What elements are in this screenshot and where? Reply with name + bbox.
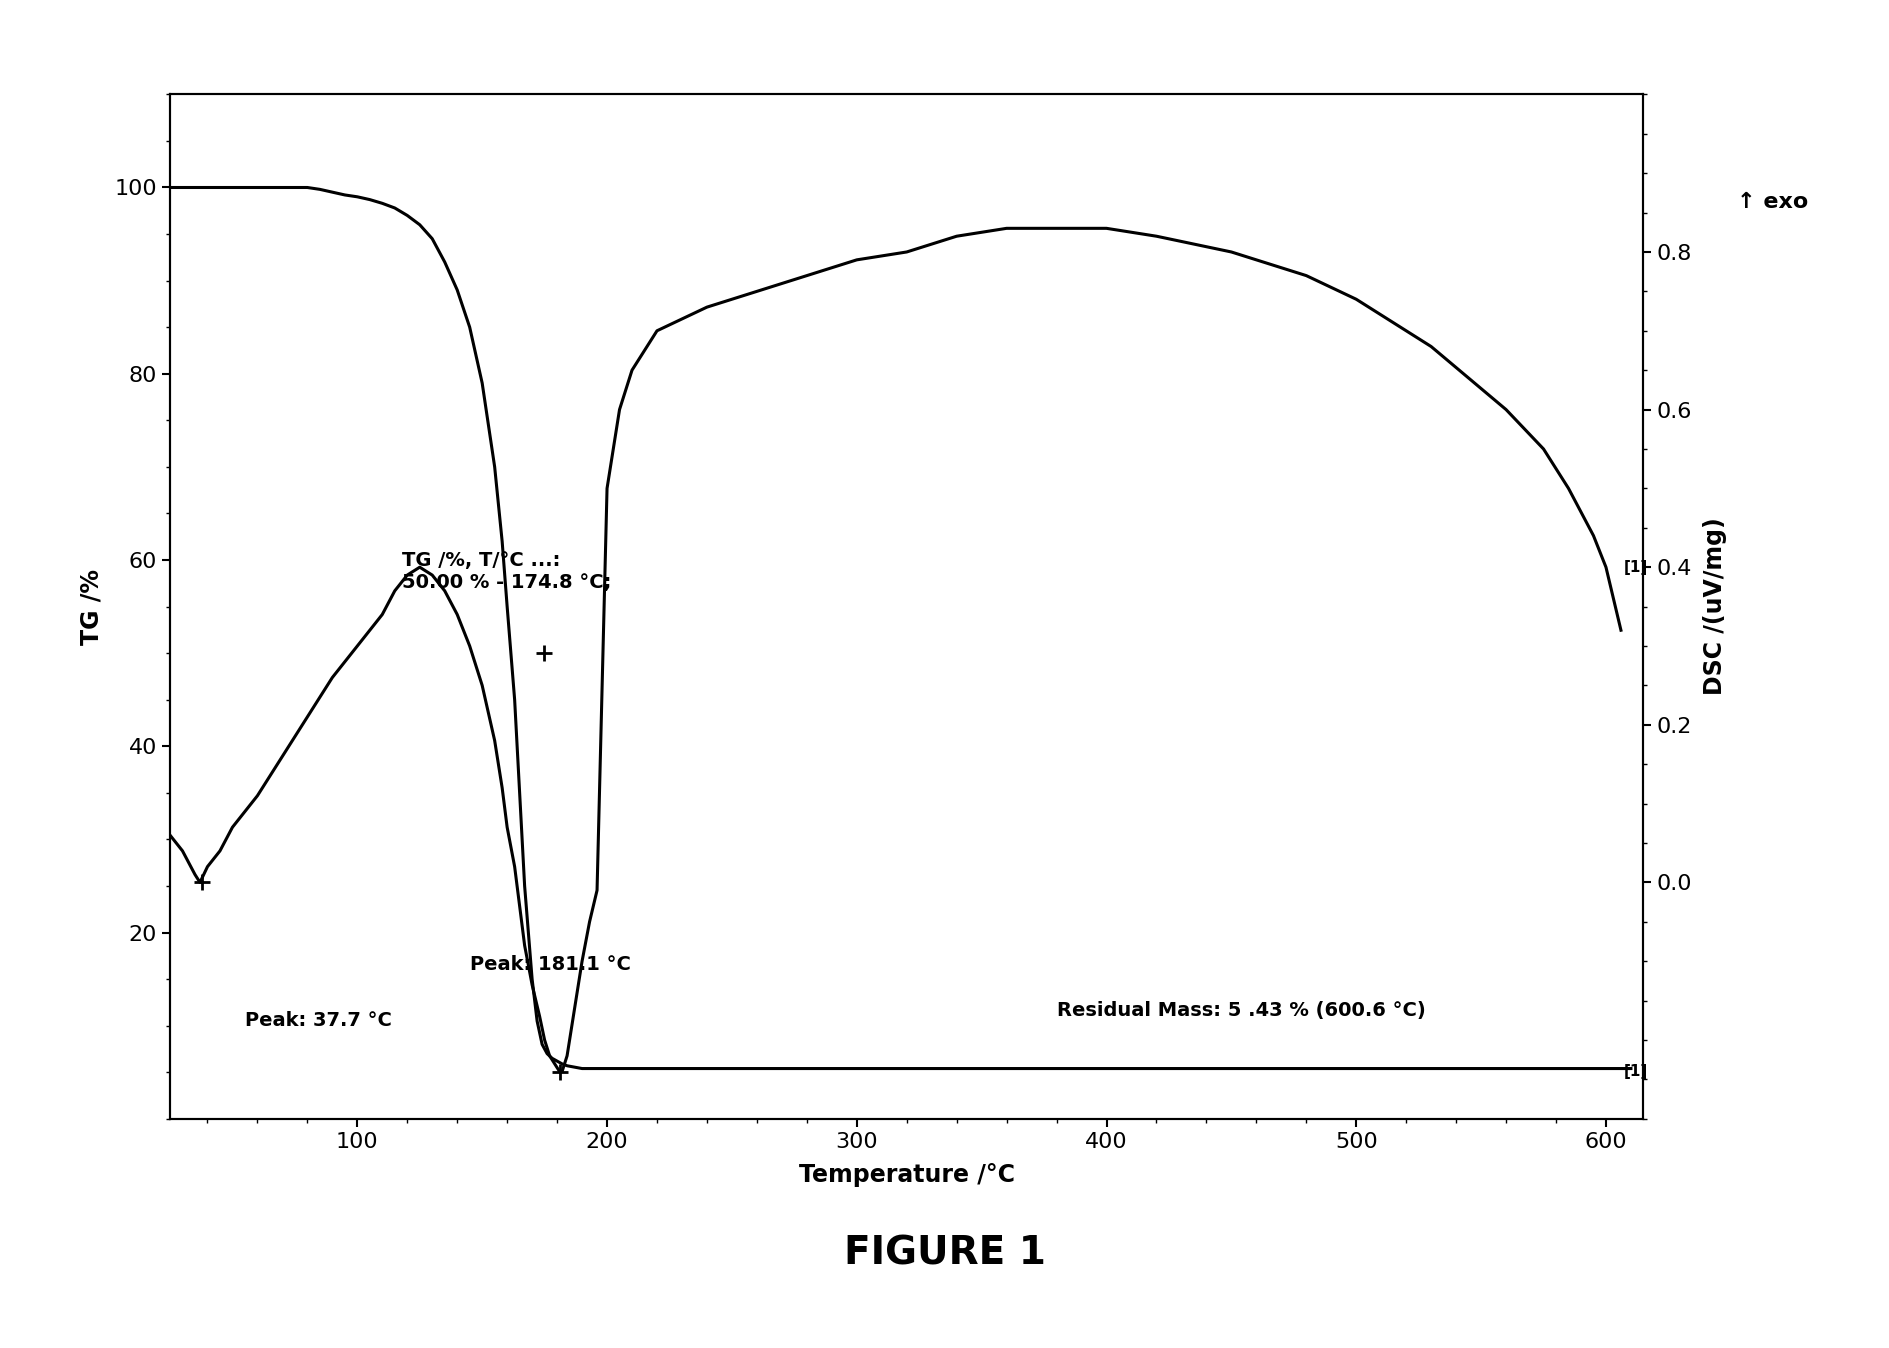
- Text: TG /%, T/°C ...:
50.00 % - 174.8 °C;: TG /%, T/°C ...: 50.00 % - 174.8 °C;: [402, 551, 612, 592]
- Text: Peak: 37.7 °C: Peak: 37.7 °C: [246, 1011, 391, 1030]
- Text: [1]: [1]: [1623, 1064, 1647, 1078]
- Y-axis label: DSC /(uV/mg): DSC /(uV/mg): [1704, 518, 1727, 696]
- Text: Residual Mass: 5 .43 % (600.6 °C): Residual Mass: 5 .43 % (600.6 °C): [1056, 1002, 1426, 1020]
- Text: FIGURE 1: FIGURE 1: [844, 1235, 1045, 1273]
- Text: Peak: 181.1 °C: Peak: 181.1 °C: [470, 954, 631, 973]
- X-axis label: Temperature /°C: Temperature /°C: [799, 1163, 1014, 1188]
- Text: ↑ exo: ↑ exo: [1738, 191, 1808, 212]
- Y-axis label: TG /%: TG /%: [79, 569, 104, 644]
- Text: [1]: [1]: [1623, 559, 1647, 574]
